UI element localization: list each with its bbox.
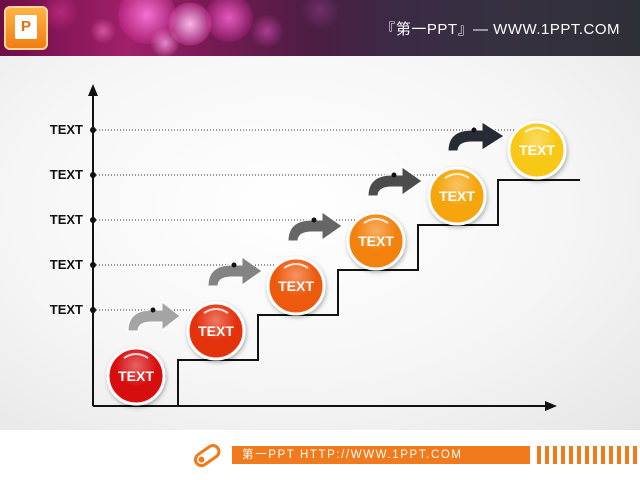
- step-circle-gloss: [110, 350, 162, 402]
- axis-label: TEXT: [50, 212, 83, 227]
- arrow-shape: [287, 211, 343, 242]
- tick-dot: [90, 262, 96, 268]
- step-circle-gloss: [511, 124, 563, 176]
- slide-content: TEXT TEXT TEXT TEXT TEXT: [0, 56, 640, 430]
- ppt-logo-icon: P: [4, 6, 48, 50]
- bokeh-light: [90, 18, 116, 44]
- step-circle-highlight: [363, 218, 389, 224]
- step-circle-5: TEXT: [427, 166, 487, 226]
- step-label: TEXT: [118, 368, 154, 384]
- curved-arrow-5: [447, 121, 505, 152]
- step-label: TEXT: [519, 142, 555, 158]
- axis-label: TEXT: [50, 122, 83, 137]
- step-circle-2: TEXT: [186, 301, 246, 361]
- staircase-diagram: TEXT TEXT TEXT TEXT TEXT: [50, 84, 580, 411]
- y-axis-arrowhead: [88, 84, 98, 96]
- tick-dot: [90, 307, 96, 313]
- arrow-dot: [311, 217, 317, 223]
- curved-arrow-1: [127, 300, 181, 332]
- step-circle-highlight: [123, 353, 149, 359]
- curved-arrow-2: [207, 256, 263, 287]
- step-circle-4: TEXT: [346, 211, 406, 271]
- step-label: TEXT: [439, 188, 475, 204]
- footer-url-text: 第一PPT HTTP://WWW.1PPT.COM: [242, 449, 463, 461]
- bokeh-light: [205, 0, 253, 42]
- arrow-dot: [231, 262, 237, 268]
- arrow-shape: [207, 256, 263, 287]
- arrow-dot: [391, 172, 397, 178]
- axis-label: TEXT: [50, 167, 83, 182]
- bokeh-light: [150, 28, 180, 56]
- arrow-shape: [127, 300, 181, 332]
- step-label: TEXT: [358, 233, 394, 249]
- footer: 第一PPT HTTP://WWW.1PPT.COM: [0, 430, 640, 480]
- tick-dot: [90, 127, 96, 133]
- step-circle-highlight: [524, 127, 550, 133]
- step-label: TEXT: [198, 323, 234, 339]
- axis-tick-dots: [90, 127, 96, 313]
- axis-label: TEXT: [50, 302, 83, 317]
- curved-arrows: [127, 121, 505, 332]
- step-circle-1: TEXT: [106, 346, 166, 406]
- step-circle-highlight: [283, 263, 309, 269]
- footer-stripes: [537, 446, 637, 464]
- step-label: TEXT: [278, 278, 314, 294]
- staircase-outline: [177, 179, 580, 406]
- step-circle-gloss: [350, 215, 402, 267]
- logo-letter: P: [20, 18, 31, 35]
- header-banner: P 『第一PPT』— WWW.1PPT.COM: [0, 0, 640, 56]
- curved-arrow-3: [287, 211, 343, 242]
- curved-arrow-4: [367, 166, 423, 197]
- axis-label: TEXT: [50, 257, 83, 272]
- arrow-dot: [471, 127, 477, 133]
- pencil-logo-icon: [193, 444, 221, 468]
- axis-labels: TEXT TEXT TEXT TEXT TEXT: [50, 122, 83, 317]
- step-circle-3: TEXT: [266, 256, 326, 316]
- arrow-shape: [447, 121, 505, 152]
- arrow-dot: [150, 307, 156, 313]
- step-circle-highlight: [203, 308, 229, 314]
- step-circle-gloss: [431, 170, 483, 222]
- guide-dots: [93, 129, 520, 311]
- arrow-shape: [367, 166, 423, 197]
- bokeh-light: [250, 14, 284, 48]
- tick-dot: [90, 217, 96, 223]
- step-circle-gloss: [270, 260, 322, 312]
- step-circle-highlight: [444, 173, 470, 179]
- x-axis-arrowhead: [545, 401, 557, 411]
- footer-bar: [232, 446, 530, 464]
- step-circle-gloss: [190, 305, 242, 357]
- logo-sheet: [15, 15, 37, 39]
- bokeh-light: [300, 0, 340, 30]
- step-circles: TEXT TEXT TEXT TEXT: [106, 120, 567, 406]
- step-circle-6: TEXT: [507, 120, 567, 180]
- tick-dot: [90, 172, 96, 178]
- header-title: 『第一PPT』— WWW.1PPT.COM: [380, 21, 620, 38]
